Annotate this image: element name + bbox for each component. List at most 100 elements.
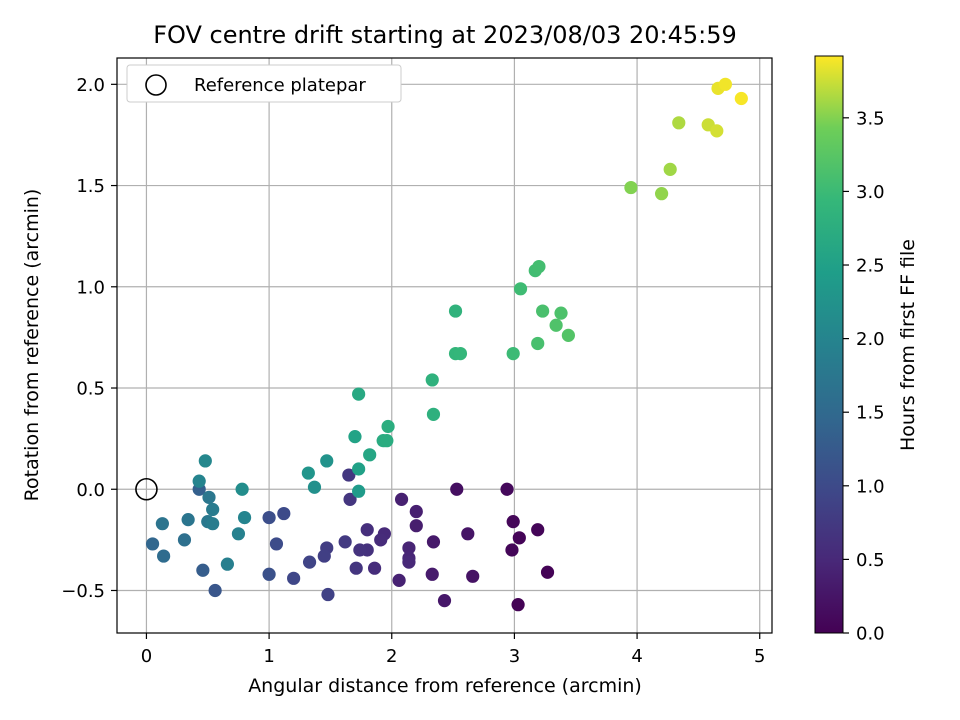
legend-box	[126, 64, 402, 103]
data-point	[710, 124, 724, 138]
colorbar-ticks: 0.0 0.5 1.0 1.5 2.0 2.5 3.0 3.5	[843, 108, 885, 645]
data-point	[237, 510, 252, 525]
data-point	[448, 304, 463, 318]
x-axis-ticks: 0 1 2 3 4 5	[141, 633, 765, 667]
x-tick-label: 2	[386, 646, 397, 667]
data-point	[624, 180, 638, 195]
data-point	[381, 419, 395, 434]
data-point	[425, 373, 439, 387]
data-point	[353, 543, 367, 557]
y-axis-label: Rotation from reference (arcmin)	[21, 189, 43, 502]
data-point	[367, 561, 382, 575]
data-point	[453, 346, 468, 361]
colorbar: 0.0 0.5 1.0 1.5 2.0 2.5 3.0 3.5 Hours from firs…	[814, 55, 919, 645]
data-point	[220, 557, 234, 571]
y-axis-ticks: −0.5 0.0 0.5 1.0 1.5 2.0	[61, 75, 117, 602]
data-point	[466, 569, 480, 583]
data-point	[506, 515, 520, 529]
data-point	[380, 434, 394, 448]
data-point	[513, 282, 528, 296]
y-tick-label: −0.5	[61, 581, 105, 602]
data-point	[343, 492, 357, 506]
data-point	[531, 336, 545, 351]
data-point	[155, 517, 169, 531]
data-point	[342, 468, 356, 482]
legend-marker-icon	[145, 74, 167, 96]
data-point	[655, 187, 669, 201]
chart-title: FOV centre drift starting at 2023/08/03 …	[153, 21, 737, 49]
data-point	[338, 535, 352, 549]
reference-marker-layer	[135, 477, 158, 501]
data-point	[672, 116, 686, 130]
data-point	[394, 492, 409, 506]
data-point	[317, 549, 331, 563]
data-points	[145, 77, 748, 612]
data-point	[262, 567, 276, 581]
data-point	[181, 513, 195, 527]
x-tick-label: 5	[754, 646, 765, 667]
data-point	[277, 506, 291, 521]
data-point	[145, 537, 160, 551]
colorbar-tick-label: 0.0	[856, 624, 885, 645]
legend: Reference platepar	[126, 64, 402, 103]
legend-entry-reference: Reference platepar	[194, 75, 366, 96]
x-tick-label: 3	[509, 646, 520, 667]
data-point	[402, 541, 416, 555]
data-point	[235, 482, 249, 496]
colorbar-label: Hours from first FF file	[897, 239, 919, 451]
data-point	[437, 594, 452, 608]
reference-platepar-marker	[135, 477, 158, 501]
data-point	[506, 346, 520, 361]
data-point	[320, 454, 334, 468]
data-point	[363, 448, 377, 462]
data-point	[663, 162, 677, 176]
data-point	[348, 430, 362, 444]
y-tick-label: 2.0	[76, 75, 105, 96]
data-point	[157, 549, 171, 563]
data-point	[352, 387, 366, 401]
y-tick-label: 0.5	[76, 379, 105, 400]
data-point	[302, 555, 317, 569]
colorbar-tick-label: 3.5	[856, 108, 885, 129]
data-point	[540, 565, 555, 579]
data-point	[461, 527, 475, 541]
data-point	[532, 259, 546, 274]
grid-lines	[117, 58, 772, 633]
data-point	[512, 531, 526, 545]
data-point	[352, 484, 366, 498]
colorbar-gradient	[814, 55, 844, 634]
data-point	[450, 482, 464, 496]
data-point	[536, 304, 550, 318]
y-tick-label: 1.0	[76, 277, 105, 298]
data-point	[531, 523, 545, 537]
data-point	[321, 587, 335, 602]
colorbar-tick-label: 2.0	[856, 329, 885, 350]
colorbar-tick-label: 3.0	[856, 182, 885, 203]
data-point	[561, 328, 575, 342]
data-point	[177, 533, 192, 547]
data-point	[425, 567, 439, 581]
data-point	[409, 519, 423, 533]
colorbar-tick-label: 1.5	[856, 403, 885, 424]
data-point	[208, 583, 222, 598]
data-point	[206, 517, 220, 531]
data-point	[301, 466, 315, 480]
data-point	[392, 573, 406, 587]
y-tick-label: 0.0	[76, 480, 105, 501]
data-point	[262, 510, 276, 525]
x-tick-label: 0	[141, 646, 152, 667]
data-point	[374, 533, 388, 547]
data-point	[734, 91, 748, 106]
data-point	[269, 537, 284, 551]
data-point	[352, 462, 366, 476]
data-point	[307, 480, 322, 494]
data-point	[198, 454, 212, 468]
data-point	[505, 543, 519, 557]
colorbar-tick-label: 0.5	[856, 550, 885, 571]
data-point	[500, 482, 514, 496]
data-point	[349, 561, 363, 575]
data-point	[409, 504, 423, 519]
x-tick-label: 4	[631, 646, 642, 667]
